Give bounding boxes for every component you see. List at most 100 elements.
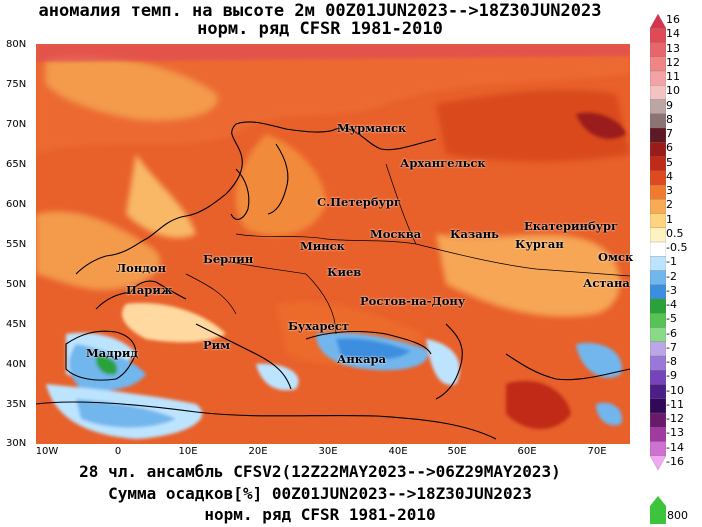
legend-swatch	[650, 56, 666, 72]
lat-label: 75N	[6, 79, 27, 90]
lat-label: 80N	[6, 39, 27, 50]
city-label: Москва	[370, 227, 422, 241]
legend-swatch	[650, 113, 666, 129]
lat-label: 30N	[6, 438, 27, 449]
legend-label: 2	[666, 198, 673, 212]
legend-swatch	[650, 227, 666, 243]
city-label: Бухарест	[288, 319, 349, 333]
legend-swatch	[650, 355, 666, 371]
city-label: Архангельск	[400, 156, 486, 170]
legend-bar	[650, 13, 666, 471]
legend-swatch	[650, 384, 666, 400]
lon-label: 0	[114, 446, 122, 457]
legend-swatch	[650, 241, 666, 257]
lat-label: 55N	[6, 239, 27, 250]
legend-label: -7	[666, 340, 677, 354]
city-label: Лондон	[116, 261, 167, 275]
legend-label: 0.5	[666, 226, 684, 240]
lon-label: 70E	[587, 446, 607, 457]
city-label: Париж	[126, 283, 173, 297]
legend-label: 14	[666, 27, 680, 41]
city-label: Ростов-на-Дону	[360, 294, 466, 308]
legend-swatch	[650, 127, 666, 143]
legend-swatch	[650, 184, 666, 200]
legend-swatch	[650, 13, 666, 29]
precip-legend-label: 800	[667, 509, 688, 522]
legend-swatch	[650, 441, 666, 457]
legend-swatch	[650, 327, 666, 343]
anomaly-map	[36, 44, 630, 444]
legend-label: -3	[666, 283, 677, 297]
legend-swatch	[650, 170, 666, 186]
city-label: Минск	[300, 239, 345, 253]
legend-label: -0.5	[666, 241, 688, 255]
legend-label: -2	[666, 269, 677, 283]
legend-swatch	[650, 99, 666, 115]
legend-swatch	[650, 370, 666, 386]
legend-swatch	[650, 213, 666, 229]
legend-label: -12	[666, 412, 684, 426]
lon-label: 30E	[318, 446, 338, 457]
city-label: Мурманск	[337, 121, 407, 135]
city-label: Курган	[515, 237, 564, 251]
legend-label: -8	[666, 355, 677, 369]
city-label: Анкара	[337, 352, 387, 366]
lon-label: 40E	[388, 446, 408, 457]
legend-label: 10	[666, 84, 680, 98]
city-label: Киев	[327, 265, 362, 279]
legend-swatch	[650, 270, 666, 286]
legend-label: 16	[666, 13, 680, 27]
map-title: аномалия темп. на высоте 2м 00Z01JUN2023…	[38, 1, 602, 21]
legend-label: -5	[666, 312, 677, 326]
legend-label: 6	[666, 141, 673, 155]
city-label: Екатеринбург	[524, 219, 619, 233]
city-label: С.Петербург	[317, 195, 401, 209]
lat-label: 35N	[6, 399, 27, 410]
legend-label: -14	[666, 440, 684, 454]
precip-legend-marker	[650, 496, 666, 524]
city-label: Мадрид	[86, 346, 139, 360]
lon-label: 50E	[447, 446, 467, 457]
legend-swatch	[650, 28, 666, 44]
lat-label: 65N	[6, 159, 27, 170]
legend-swatch	[650, 284, 666, 300]
legend-swatch	[650, 298, 666, 314]
legend-swatch	[650, 341, 666, 357]
legend-swatch	[650, 70, 666, 86]
legend-swatch	[650, 42, 666, 58]
lat-label: 50N	[6, 279, 27, 290]
legend-swatch	[650, 142, 666, 158]
legend-swatch	[650, 398, 666, 414]
legend-swatch	[650, 199, 666, 215]
legend-label: 11	[666, 70, 680, 84]
legend-label: 12	[666, 55, 680, 69]
legend-label: -13	[666, 426, 684, 440]
lon-label: 10W	[35, 446, 59, 457]
lon-label: 10E	[178, 446, 198, 457]
map-subtitle: норм. ряд CFSR 1981-2010	[197, 19, 443, 39]
ensemble-caption: 28 чл. ансамбль CFSV2(12Z22MAY2023-->06Z…	[79, 462, 561, 481]
lon-label: 60E	[517, 446, 537, 457]
city-label: Казань	[450, 227, 499, 241]
legend-label: 8	[666, 112, 673, 126]
city-label: Астана	[583, 276, 630, 290]
legend-label: 7	[666, 127, 673, 141]
legend-label: 5	[666, 155, 673, 169]
legend-swatch	[650, 412, 666, 428]
legend-label: -1	[666, 255, 677, 269]
legend-swatch	[650, 455, 666, 471]
legend-label: 3	[666, 184, 673, 198]
lat-label: 70N	[6, 119, 27, 130]
lat-label: 45N	[6, 319, 27, 330]
norm-caption: норм. ряд CFSR 1981-2010	[204, 505, 436, 524]
legend-label: 1	[666, 212, 673, 226]
legend-swatch	[650, 256, 666, 272]
legend-label: -6	[666, 326, 677, 340]
legend-label: 4	[666, 169, 673, 183]
city-label: Берлин	[203, 252, 254, 266]
lat-label: 40N	[6, 359, 27, 370]
legend-swatch	[650, 85, 666, 101]
legend-label: -9	[666, 369, 677, 383]
color-legend	[650, 12, 702, 472]
legend-label: -4	[666, 298, 677, 312]
